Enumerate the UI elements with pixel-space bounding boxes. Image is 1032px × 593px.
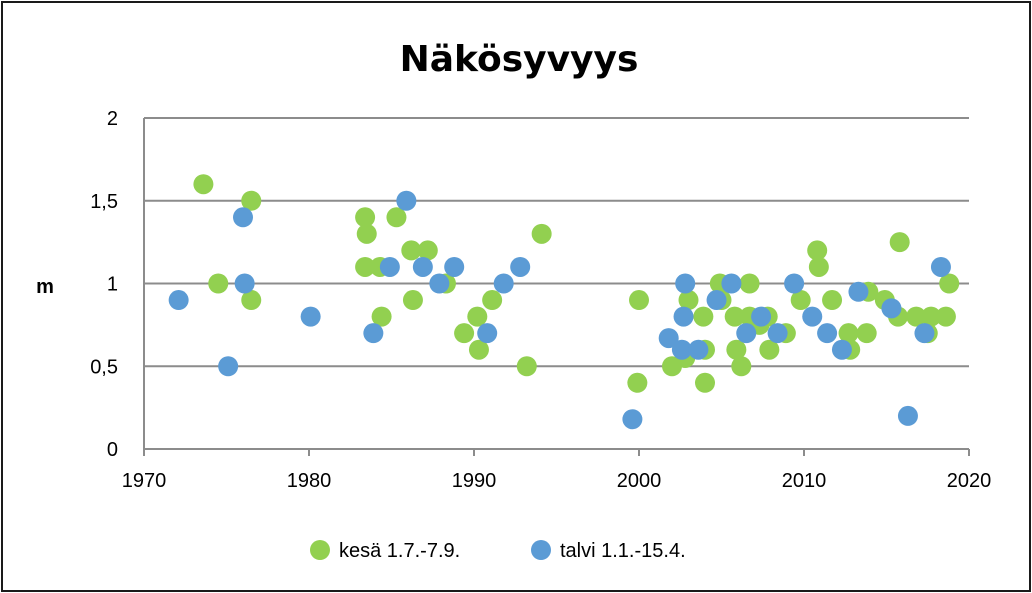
data-point	[454, 323, 475, 344]
legend-marker-talvi	[531, 540, 551, 560]
data-point	[234, 273, 255, 294]
data-point	[784, 273, 805, 294]
series-talvi	[168, 190, 951, 430]
legend: kesä 1.7.-7.9. talvi 1.1.-15.4.	[310, 540, 686, 562]
data-point	[401, 240, 422, 261]
data-point	[906, 306, 927, 327]
data-point	[444, 256, 465, 277]
data-point	[736, 323, 757, 344]
data-point	[233, 207, 253, 228]
data-point	[412, 256, 433, 277]
data-point	[856, 323, 877, 344]
data-point	[767, 323, 788, 344]
data-point	[356, 223, 377, 244]
y-axis-label: m	[36, 276, 54, 298]
data-point	[848, 281, 869, 302]
data-point	[807, 240, 828, 261]
x-tick-labels: 1970 1980 1990 2000 2010 2020	[122, 470, 992, 492]
data-points	[168, 174, 960, 430]
data-point	[241, 290, 262, 311]
data-point	[739, 273, 760, 294]
data-point	[193, 174, 214, 195]
data-point	[429, 273, 450, 294]
data-point	[930, 256, 951, 277]
data-point	[241, 190, 262, 211]
x-tick-label: 1970	[122, 470, 167, 492]
data-point	[688, 339, 709, 360]
gridlines	[143, 117, 970, 456]
data-point	[939, 273, 960, 294]
data-point	[417, 240, 438, 261]
data-point	[208, 273, 229, 294]
x-tick-label: 2000	[617, 470, 662, 492]
data-point	[693, 306, 714, 327]
data-point	[726, 339, 747, 360]
data-point	[914, 323, 935, 344]
data-point	[678, 290, 699, 311]
data-point	[468, 339, 489, 360]
data-point	[516, 356, 537, 377]
data-point	[371, 306, 392, 327]
data-point	[731, 356, 752, 377]
data-point	[379, 256, 400, 277]
y-tick-label: 0	[107, 439, 118, 461]
x-tick-label: 2010	[782, 470, 827, 492]
data-point	[629, 290, 649, 311]
data-point	[510, 256, 531, 277]
data-point	[467, 306, 488, 327]
chart-svg: Näkösyvyys 0 0,5 1 1,5 2 1970 1980 1990 2000 201…	[36, 39, 992, 562]
data-point	[675, 273, 696, 294]
data-point	[355, 256, 376, 277]
y-tick-label: 1,5	[90, 191, 118, 213]
chart-title: Näkösyvyys	[400, 39, 639, 80]
data-point	[808, 256, 829, 277]
data-point	[822, 290, 843, 311]
data-point	[673, 306, 694, 327]
data-point	[355, 207, 376, 228]
data-point	[881, 298, 902, 319]
y-tick-labels: 0 0,5 1 1,5 2	[90, 108, 118, 461]
x-tick-label: 1990	[452, 470, 497, 492]
legend-label-kesa: kesä 1.7.-7.9.	[339, 540, 460, 562]
data-point	[671, 339, 692, 360]
data-point	[482, 290, 503, 311]
data-point	[695, 372, 715, 393]
y-tick-label: 0,5	[90, 356, 118, 378]
x-tick-label: 2020	[947, 470, 992, 492]
data-point	[921, 306, 942, 327]
data-point	[724, 306, 745, 327]
data-point	[402, 290, 423, 311]
data-point	[935, 306, 956, 327]
x-tick-label: 1980	[287, 470, 332, 492]
data-point	[831, 339, 852, 360]
data-point	[396, 190, 417, 211]
data-point	[897, 405, 918, 426]
data-point	[838, 323, 859, 344]
data-point	[300, 306, 321, 327]
data-point	[493, 273, 514, 294]
data-point	[706, 290, 727, 311]
legend-label-talvi: talvi 1.1.-15.4.	[560, 540, 686, 562]
data-point	[477, 323, 498, 344]
data-point	[721, 273, 742, 294]
data-point	[386, 207, 407, 228]
data-point	[817, 323, 838, 344]
data-point	[658, 328, 679, 349]
data-point	[627, 372, 648, 393]
data-point	[218, 356, 239, 377]
data-point	[622, 409, 643, 430]
data-point	[889, 232, 910, 253]
data-point	[751, 306, 772, 327]
y-tick-label: 1	[107, 274, 118, 296]
data-point	[363, 323, 384, 344]
y-tick-label: 2	[107, 108, 118, 130]
data-point	[531, 223, 552, 244]
legend-marker-kesa	[310, 540, 330, 560]
data-point	[790, 290, 811, 311]
data-point	[802, 306, 823, 327]
data-point	[168, 290, 189, 311]
data-point	[759, 339, 780, 360]
